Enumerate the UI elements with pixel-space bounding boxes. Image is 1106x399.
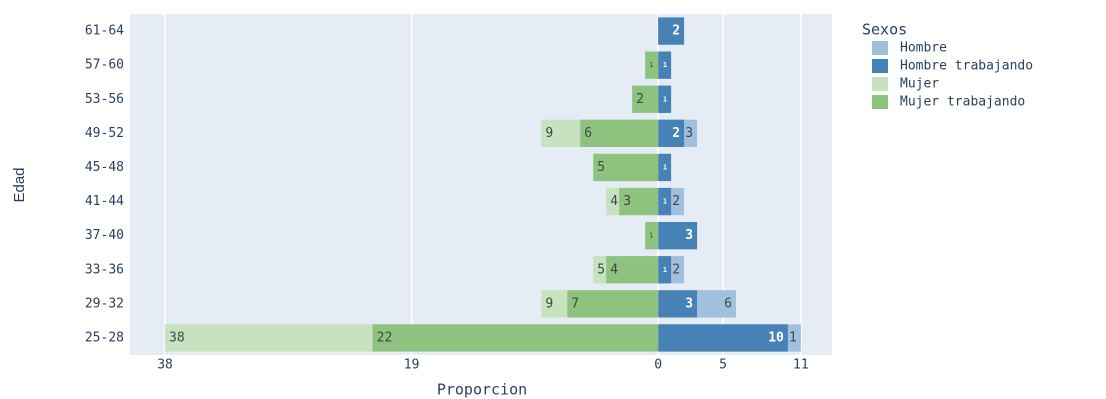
y-tick-label: 33-36 <box>85 262 124 277</box>
data-label: 3 <box>685 126 693 141</box>
data-label: 1 <box>663 61 667 69</box>
bar <box>658 85 672 113</box>
bar <box>658 187 672 216</box>
legend-label: Hombre trabajando <box>900 59 1033 74</box>
bars: 1162321311210313112112389514592122741356… <box>165 17 801 352</box>
data-label: 6 <box>724 296 732 311</box>
bar <box>593 153 659 182</box>
legend-label: Mujer trabajando <box>900 95 1025 110</box>
data-label: 4 <box>610 262 618 277</box>
data-label: 4 <box>610 194 618 209</box>
y-tick-label: 25-28 <box>85 330 124 345</box>
x-tick-label: 0 <box>654 358 662 373</box>
y-tick-label: 53-56 <box>85 92 124 107</box>
data-label: 1 <box>663 266 667 274</box>
y-tick-label: 61-64 <box>85 24 124 39</box>
bar <box>658 290 698 318</box>
data-label: 2 <box>672 262 680 277</box>
data-label: 7 <box>571 296 579 311</box>
y-tick-label: 57-60 <box>85 58 124 73</box>
data-label: 2 <box>672 194 680 209</box>
data-label: 3 <box>623 194 631 209</box>
legend-title: Sexos <box>862 21 907 39</box>
data-label: 5 <box>597 262 605 277</box>
data-label: 2 <box>672 24 680 39</box>
bar <box>645 51 659 79</box>
y-tick-label: 37-40 <box>85 228 124 243</box>
legend-swatch <box>872 77 888 91</box>
data-label: 9 <box>545 296 553 311</box>
legend-swatch <box>872 59 888 73</box>
legend-swatch <box>872 95 888 109</box>
bar <box>658 222 698 250</box>
y-tick-label: 29-32 <box>85 296 124 311</box>
bar <box>658 51 672 79</box>
legend-swatch <box>872 41 888 55</box>
data-label: 3 <box>685 228 693 243</box>
legend-label: Mujer <box>900 77 939 92</box>
data-label: 2 <box>672 126 680 141</box>
bar <box>580 119 659 147</box>
data-label: 1 <box>663 163 667 171</box>
x-tick-label: 38 <box>157 358 173 373</box>
bar <box>658 17 685 45</box>
data-label: 1 <box>649 61 653 69</box>
data-label: 3 <box>685 296 693 311</box>
x-axis-title: Proporcion <box>437 381 527 399</box>
data-label: 1 <box>663 95 667 103</box>
x-tick-label: 19 <box>404 358 420 373</box>
data-label: 5 <box>597 160 605 175</box>
data-label: 22 <box>377 330 393 345</box>
bar <box>658 324 788 352</box>
bar <box>658 256 672 284</box>
bar <box>606 256 659 284</box>
y-tick-label: 49-52 <box>85 126 124 141</box>
data-label: 2 <box>636 92 644 107</box>
data-label: 9 <box>545 126 553 141</box>
data-label: 10 <box>768 330 784 345</box>
y-tick-label: 41-44 <box>85 194 124 209</box>
data-label: 6 <box>584 126 592 141</box>
bar <box>632 85 659 113</box>
bar <box>372 324 659 352</box>
bar <box>658 119 685 147</box>
data-label: 38 <box>169 330 185 345</box>
y-axis-title: Edad <box>11 167 28 202</box>
data-label: 1 <box>649 232 653 240</box>
bar <box>619 187 659 216</box>
x-tick-label: 5 <box>719 358 727 373</box>
legend-label: Hombre <box>900 41 947 56</box>
data-label: 1 <box>663 198 667 206</box>
bar <box>645 222 659 250</box>
x-tick-label: 11 <box>793 358 809 373</box>
bar <box>567 290 659 318</box>
y-tick-label: 45-48 <box>85 160 124 175</box>
bar <box>658 153 672 182</box>
